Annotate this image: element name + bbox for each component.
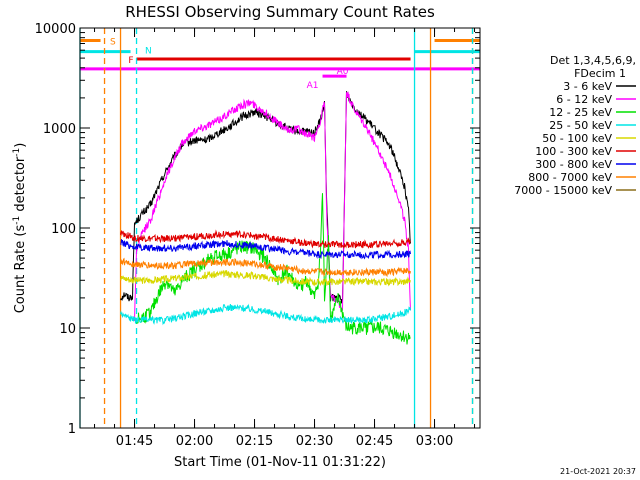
chart-title: RHESSI Observing Summary Count Rates (125, 3, 435, 21)
x-tick-label: 02:15 (236, 434, 273, 449)
y-axis: 1 10 100 1000 10000 (35, 22, 480, 437)
legend-label: 50 - 100 keV (542, 132, 612, 145)
series-line (120, 229, 411, 249)
y-tick-label: 1 (68, 422, 76, 437)
y-axis-label: Count Rate (s-1 detector-1) (12, 143, 28, 314)
legend-label: 12 - 25 keV (549, 106, 612, 119)
y-tick-label: 10 (59, 322, 76, 337)
x-tick-label: 02:30 (296, 434, 333, 449)
x-tick-label: 02:45 (356, 434, 393, 449)
legend-label: 800 - 7000 keV (528, 171, 612, 184)
series-line (120, 270, 411, 287)
series-line (120, 303, 411, 326)
series-line (134, 91, 411, 322)
y-axis-label-exponent: -1 (12, 216, 22, 225)
legend-label: 100 - 300 keV (535, 145, 612, 158)
legend-label: 3 - 6 keV (563, 80, 612, 93)
plot-frame (79, 27, 481, 429)
series-lines (120, 91, 411, 345)
flag-bars: S N F A1 A0 (80, 37, 480, 91)
legend-title: Det 1,3,4,5,6,9, (550, 54, 636, 67)
x-tick-label: 01:45 (116, 434, 153, 449)
legend-label: 7000 - 15000 keV (514, 184, 612, 197)
y-axis-label-part: detector (13, 156, 28, 216)
y-axis-label-part: Count Rate (s (13, 225, 28, 314)
flag-label: F (128, 56, 133, 66)
y-axis-label-part: ) (13, 143, 28, 148)
y-tick-label: 100 (51, 222, 76, 237)
series-line (120, 257, 411, 278)
vertical-markers (79, 28, 474, 428)
legend-label: 300 - 800 keV (535, 158, 612, 171)
flag-label: N (145, 47, 152, 57)
x-axis-label: Start Time (01-Nov-11 01:31:22) (174, 455, 386, 470)
legend-label: 6 - 12 keV (556, 93, 612, 106)
y-tick-label: 10000 (35, 22, 76, 37)
legend-label: 25 - 50 keV (549, 119, 612, 132)
y-tick-label: 1000 (43, 122, 76, 137)
x-axis: 01:45 02:00 02:15 02:30 02:45 03:00 (94, 28, 476, 449)
footer-timestamp: 21-Oct-2021 20:37 (560, 467, 636, 476)
x-tick-label: 03:00 (416, 434, 453, 449)
x-tick-label: 02:00 (176, 434, 213, 449)
flag-label: S (110, 37, 116, 47)
series-line (120, 239, 411, 260)
flag-label: A1 (307, 81, 319, 91)
legend-title: FDecim 1 (574, 67, 626, 80)
y-axis-label-exponent: -1 (12, 148, 22, 157)
flag-label: A0 (337, 67, 349, 77)
series-line (136, 193, 411, 345)
